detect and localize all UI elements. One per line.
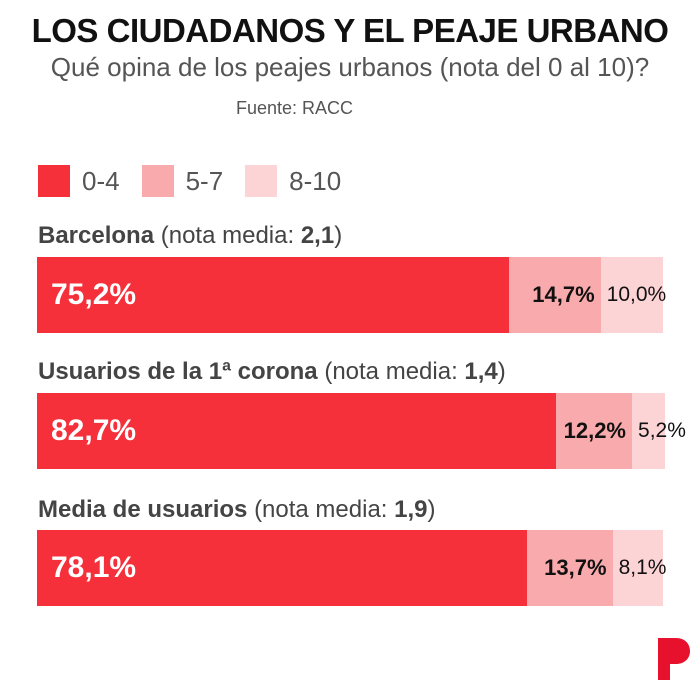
bar-segment-5-7: 13,7%	[526, 530, 613, 606]
data-label: 78,1%	[51, 551, 137, 584]
group-label: Media de usuarios (nota media: 1,9)	[38, 496, 436, 524]
legend-swatch-8-10	[245, 165, 278, 197]
legend-item-5-7: 5-7	[141, 165, 224, 197]
stacked-bar: 82,7% 12,2% 5,2%	[37, 393, 686, 469]
data-label: 8,1%	[618, 556, 667, 579]
mean-close: )	[497, 358, 506, 385]
bar-segment-0-4: 75,2%	[37, 257, 509, 333]
bar-segment-5-7: 14,7%	[508, 257, 601, 333]
legend: 0-4 5-7 8-10	[38, 165, 363, 197]
bar-segment-8-10: 8,1%	[612, 530, 667, 606]
data-label: 75,2%	[51, 278, 137, 311]
legend-swatch-5-7	[141, 165, 174, 197]
mean-close: )	[427, 496, 436, 523]
group-name: Media de usuarios	[38, 496, 248, 523]
legend-swatch-0-4	[38, 165, 70, 197]
mean-value: 1,9	[394, 496, 428, 523]
group-label: Usuarios de la 1ª corona (nota media: 1,…	[38, 358, 506, 386]
group-name: Barcelona	[38, 222, 155, 249]
mean-label: (nota media:	[160, 222, 301, 249]
data-label: 13,7%	[544, 555, 607, 580]
mean-label: (nota media:	[254, 496, 395, 523]
mean-value: 1,4	[464, 358, 498, 385]
chart-source: Fuente: RACC	[236, 98, 354, 118]
periodico-logo-icon	[658, 638, 690, 680]
data-label: 5,2%	[638, 419, 686, 442]
chart-title: LOS CIUDADANOS Y EL PEAJE URBANO	[31, 12, 669, 49]
chart-subtitle: Qué opina de los peajes urbanos (nota de…	[50, 52, 650, 82]
legend-label: 0-4	[82, 165, 120, 196]
stacked-bar: 75,2% 14,7% 10,0%	[37, 257, 667, 333]
stacked-bar: 78,1% 13,7% 8,1%	[37, 530, 667, 606]
bar-segment-8-10: 5,2%	[632, 393, 686, 469]
group-name: Usuarios de la 1ª corona	[38, 358, 318, 385]
mean-value: 2,1	[300, 222, 335, 249]
mean-close: )	[334, 222, 343, 249]
data-label: 14,7%	[532, 282, 595, 307]
bar-segment-0-4: 82,7%	[37, 393, 556, 469]
data-label: 10,0%	[606, 283, 667, 306]
legend-item-0-4: 0-4	[38, 165, 120, 197]
bar-segment-5-7: 12,2%	[555, 393, 632, 469]
legend-label: 5-7	[185, 165, 224, 196]
group-label: Barcelona (nota media: 2,1)	[38, 222, 342, 250]
data-label: 12,2%	[563, 418, 626, 443]
mean-label: (nota media:	[324, 358, 465, 385]
bar-segment-8-10: 10,0%	[600, 257, 667, 333]
legend-item-8-10: 8-10	[245, 165, 341, 197]
legend-label: 8-10	[289, 165, 342, 196]
bar-segment-0-4: 78,1%	[37, 530, 527, 606]
data-label: 82,7%	[51, 414, 137, 447]
